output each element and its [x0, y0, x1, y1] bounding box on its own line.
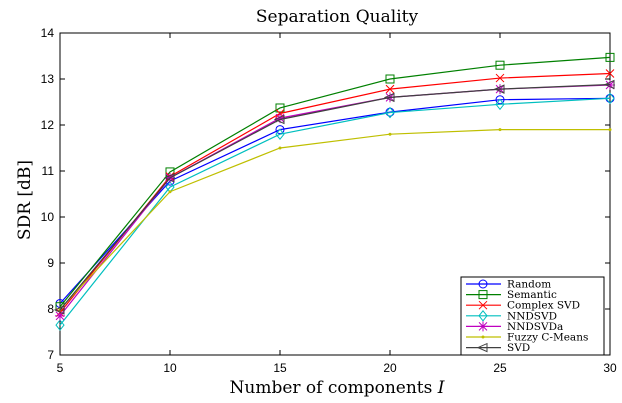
legend-marker-complex-svd [478, 300, 488, 310]
legend-entry-complex-svd: Complex SVD [466, 300, 580, 312]
data-point-svd [273, 114, 285, 125]
y-tick-label: 14 [41, 26, 55, 40]
legend-marker-semantic [478, 290, 488, 300]
data-point-nndsvd [55, 319, 65, 331]
legend-label-random: Random [507, 279, 551, 291]
legend-entry-random: Random [466, 279, 551, 291]
data-point-svd [383, 92, 395, 103]
data-point-fuzzy-c-means [498, 128, 502, 132]
legend-entry-nndsvd: NNDSVD [466, 309, 557, 322]
series-line-semantic [59, 56, 611, 308]
legend-label-complex-svd: Complex SVD [507, 300, 580, 312]
plot-frame [59, 32, 611, 356]
x-axis-label: Number of components I [230, 378, 445, 398]
x-tick-label: 30 [603, 361, 617, 375]
series-semantic [55, 52, 615, 312]
y-axis-label: SDR [dB] [15, 160, 35, 240]
legend-entry-nndsvda: NNDSVDa [466, 321, 563, 333]
data-point-nndsvda [275, 113, 285, 124]
series-line-svd [59, 83, 611, 311]
series-line-fuzzy-c-means [59, 129, 610, 310]
data-point-nndsvda [55, 310, 65, 321]
data-point-nndsvd [605, 92, 615, 105]
chart-title: Separation Quality [256, 7, 419, 27]
data-point-svd [163, 173, 175, 183]
series-line-nndsvd [59, 97, 611, 326]
y-tick-label: 13 [41, 72, 55, 86]
legend-label-semantic: Semantic [507, 289, 557, 301]
legend-entry-semantic: Semantic [466, 289, 557, 301]
data-point-fuzzy-c-means [168, 190, 172, 194]
series-svd [53, 79, 615, 315]
data-point-complex-svd [605, 69, 615, 78]
legend-label-nndsvda: NNDSVDa [507, 321, 563, 333]
legend-label-nndsvd: NNDSVD [507, 310, 557, 322]
data-point-semantic [605, 52, 615, 62]
data-point-nndsvd [275, 128, 285, 141]
legend-marker-nndsvda [478, 321, 488, 332]
x-tick-label: 25 [493, 361, 507, 375]
data-point-svd [53, 305, 65, 315]
x-axis-label-var: I [437, 378, 445, 398]
legend-marker-fuzzy-c-means [481, 335, 485, 339]
plot-area: 5 10 15 20 25 30 7 8 9 10 11 12 13 14 RandomSemanticCo… [41, 26, 617, 375]
x-tick-label: 10 [163, 361, 177, 375]
data-point-complex-svd [385, 84, 395, 94]
legend-label-fuzzy-c-means: Fuzzy C-Means [507, 332, 588, 344]
legend-entry-fuzzy-c-means: Fuzzy C-Means [466, 332, 588, 344]
data-point-complex-svd [495, 73, 505, 83]
y-tick-label: 9 [47, 256, 54, 270]
data-point-nndsvd [495, 98, 505, 111]
data-point-semantic [495, 60, 505, 70]
legend-entry-svd: SVD [466, 342, 530, 354]
data-point-svd [603, 79, 615, 90]
y-tick-label: 11 [42, 164, 55, 178]
y-tick-label: 10 [41, 210, 55, 224]
x-tick-label: 15 [273, 361, 287, 375]
data-point-fuzzy-c-means [388, 132, 392, 136]
series-random [55, 93, 615, 308]
x-axis-label-text: Number of components [230, 378, 438, 398]
x-tick-label: 5 [57, 361, 64, 375]
legend-marker-svd [476, 342, 488, 353]
legend-marker-nndsvd [478, 309, 488, 322]
y-tick-label: 12 [41, 118, 55, 132]
data-point-fuzzy-c-means [278, 146, 282, 150]
y-tick-label: 8 [47, 302, 54, 316]
data-point-fuzzy-c-means [608, 128, 612, 132]
data-point-svd [493, 84, 505, 94]
y-tick-label: 7 [47, 348, 54, 362]
data-point-semantic [385, 74, 395, 84]
data-point-semantic [275, 103, 285, 113]
legend-label-svd: SVD [507, 342, 530, 354]
legend-marker-random [478, 279, 488, 289]
data-point-nndsvd [385, 106, 395, 119]
series-nndsvd [55, 92, 615, 331]
x-tick-label: 20 [383, 361, 397, 375]
